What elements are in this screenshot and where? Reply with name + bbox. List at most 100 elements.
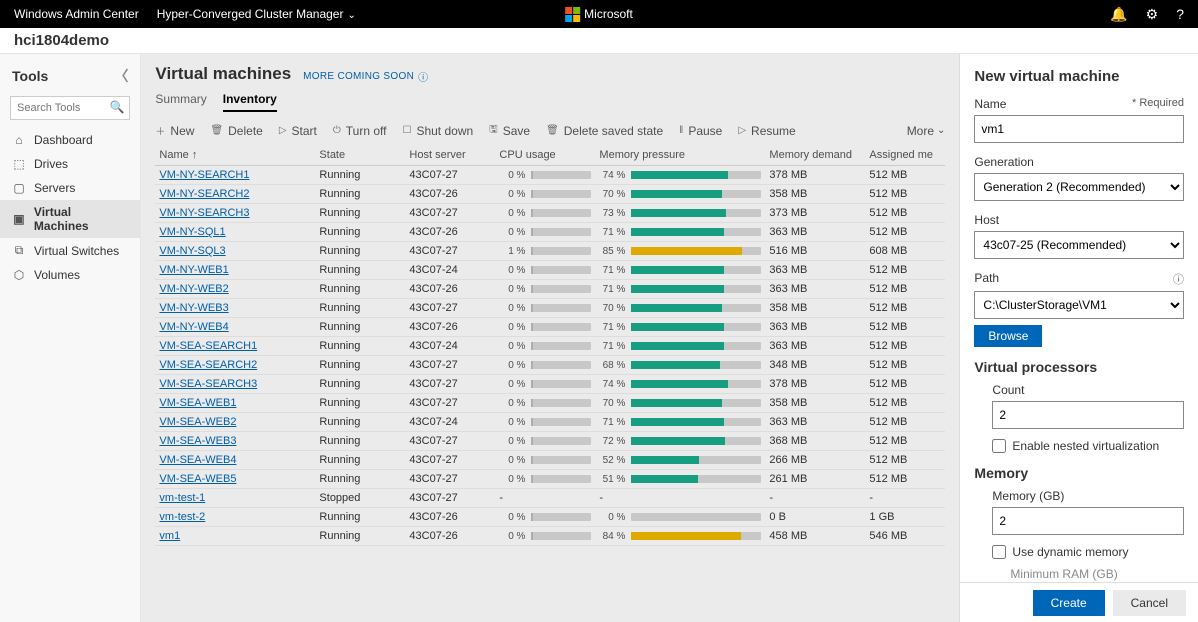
generation-select[interactable]: Generation 2 (Recommended): [974, 173, 1184, 201]
table-row[interactable]: VM-SEA-WEB3Running43C07-270 %72 %368 MB5…: [155, 432, 945, 451]
info-icon[interactable]: ⓘ: [1173, 271, 1184, 287]
vm-link[interactable]: VM-NY-WEB1: [159, 264, 228, 276]
column-header[interactable]: CPU usage: [495, 149, 595, 161]
table-row[interactable]: VM-SEA-SEARCH2Running43C07-270 %68 %348 …: [155, 356, 945, 375]
memory-pressure-cell: 73 %: [595, 208, 765, 219]
cpu-cell: 0 %: [495, 341, 595, 352]
vm-name-input[interactable]: [974, 115, 1184, 143]
table-row[interactable]: VM-SEA-WEB4Running43C07-270 %52 %266 MB5…: [155, 451, 945, 470]
toolbar-delete-saved-state-button[interactable]: 🗑Delete saved state: [546, 124, 663, 138]
sidebar-item-drives[interactable]: ⬚Drives: [0, 152, 140, 176]
table-row[interactable]: VM-NY-WEB2Running43C07-260 %71 %363 MB51…: [155, 280, 945, 299]
table-row[interactable]: vm1Running43C07-260 %84 %458 MB546 MB: [155, 527, 945, 546]
state-cell: Running: [315, 340, 405, 352]
collapse-sidebar-icon[interactable]: 〈: [114, 66, 128, 86]
dynamic-memory-checkbox[interactable]: Use dynamic memory: [992, 545, 1184, 559]
vm-link[interactable]: VM-SEA-WEB3: [159, 435, 236, 447]
vm-link[interactable]: vm1: [159, 530, 180, 542]
table-row[interactable]: VM-SEA-SEARCH1Running43C07-240 %71 %363 …: [155, 337, 945, 356]
table-row[interactable]: VM-SEA-WEB2Running43C07-240 %71 %363 MB5…: [155, 413, 945, 432]
table-row[interactable]: vm-test-2Running43C07-260 %0 %0 B1 GB: [155, 508, 945, 527]
notifications-icon[interactable]: 🔔: [1110, 6, 1127, 23]
column-header[interactable]: Assigned me: [865, 149, 945, 161]
tab-summary[interactable]: Summary: [155, 92, 206, 112]
toolbar-shut-down-button[interactable]: ☐Shut down: [402, 124, 473, 138]
product-title[interactable]: Windows Admin Center: [14, 7, 139, 21]
sidebar-item-servers[interactable]: ▢Servers: [0, 176, 140, 200]
sidebar-item-virtual-machines[interactable]: ▣Virtual Machines: [0, 200, 140, 238]
vm-link[interactable]: VM-NY-SEARCH1: [159, 169, 249, 181]
vp-count-input[interactable]: [992, 401, 1184, 429]
cancel-button[interactable]: Cancel: [1113, 590, 1186, 616]
memory-pressure-cell: 70 %: [595, 189, 765, 200]
vm-link[interactable]: VM-SEA-WEB4: [159, 454, 236, 466]
column-header[interactable]: State: [315, 149, 405, 161]
vm-link[interactable]: VM-NY-SQL3: [159, 245, 225, 257]
vm-link[interactable]: VM-NY-SQL1: [159, 226, 225, 238]
memory-pressure-cell: 71 %: [595, 265, 765, 276]
vm-link[interactable]: VM-NY-WEB3: [159, 302, 228, 314]
toolbar-more-button[interactable]: More⌄: [907, 124, 946, 138]
memory-gb-input[interactable]: [992, 507, 1184, 535]
toolbar-resume-button[interactable]: ▷Resume: [738, 124, 795, 138]
nested-virt-checkbox[interactable]: Enable nested virtualization: [992, 439, 1184, 453]
memory-pressure-cell: 0 %: [595, 512, 765, 523]
settings-icon[interactable]: ⚙: [1146, 6, 1159, 23]
toolbar-delete-button[interactable]: 🗑Delete: [210, 124, 262, 138]
table-row[interactable]: VM-SEA-WEB1Running43C07-270 %70 %358 MB5…: [155, 394, 945, 413]
vm-link[interactable]: VM-NY-WEB2: [159, 283, 228, 295]
path-select[interactable]: C:\ClusterStorage\VM1: [974, 291, 1184, 319]
toolbar-pause-button[interactable]: ‖Pause: [679, 124, 722, 138]
cpu-cell: 0 %: [495, 208, 595, 219]
column-header[interactable]: Memory demand: [765, 149, 865, 161]
nav-label: Servers: [34, 181, 75, 195]
vm-link[interactable]: VM-NY-SEARCH3: [159, 207, 249, 219]
toolbar-start-button[interactable]: ▷Start: [279, 124, 317, 138]
toolbar-new-button[interactable]: ＋New: [155, 123, 194, 138]
create-button[interactable]: Create: [1033, 590, 1105, 616]
sidebar-item-volumes[interactable]: ⬡Volumes: [0, 263, 140, 287]
column-header[interactable]: Host server: [405, 149, 495, 161]
more-coming-link[interactable]: MORE COMING SOON ⓘ: [303, 69, 428, 84]
assigned-memory-cell: 512 MB: [865, 302, 945, 314]
vm-link[interactable]: VM-NY-SEARCH2: [159, 188, 249, 200]
toolbar-icon: 🗑: [546, 125, 559, 136]
panel-title: New virtual machine: [974, 68, 1184, 85]
toolbar-save-button[interactable]: 🖫Save: [489, 122, 530, 139]
cluster-name: hci1804demo: [14, 32, 109, 49]
browse-button[interactable]: Browse: [974, 325, 1042, 347]
toolbar-turn-off-button[interactable]: ⏻Turn off: [333, 124, 387, 138]
table-row[interactable]: VM-NY-SEARCH3Running43C07-270 %73 %373 M…: [155, 204, 945, 223]
table-row[interactable]: vm-test-1Stopped43C07-27----: [155, 489, 945, 508]
vm-link[interactable]: VM-SEA-WEB1: [159, 397, 236, 409]
host-cell: 43C07-26: [405, 226, 495, 238]
table-row[interactable]: VM-NY-WEB1Running43C07-240 %71 %363 MB51…: [155, 261, 945, 280]
column-header[interactable]: Memory pressure: [595, 149, 765, 161]
table-row[interactable]: VM-NY-SQL1Running43C07-260 %71 %363 MB51…: [155, 223, 945, 242]
vm-link[interactable]: VM-SEA-SEARCH1: [159, 340, 257, 352]
info-icon: ⓘ: [418, 69, 428, 84]
table-row[interactable]: VM-NY-SQL3Running43C07-271 %85 %516 MB60…: [155, 242, 945, 261]
host-select[interactable]: 43c07-25 (Recommended): [974, 231, 1184, 259]
table-row[interactable]: VM-SEA-SEARCH3Running43C07-270 %74 %378 …: [155, 375, 945, 394]
state-cell: Running: [315, 530, 405, 542]
vm-link[interactable]: VM-SEA-SEARCH3: [159, 378, 257, 390]
table-row[interactable]: VM-SEA-WEB5Running43C07-270 %51 %261 MB5…: [155, 470, 945, 489]
table-row[interactable]: VM-NY-SEARCH2Running43C07-260 %70 %358 M…: [155, 185, 945, 204]
tab-inventory[interactable]: Inventory: [223, 92, 277, 112]
table-row[interactable]: VM-NY-SEARCH1Running43C07-270 %74 %378 M…: [155, 166, 945, 185]
vm-link[interactable]: vm-test-1: [159, 492, 205, 504]
vm-link[interactable]: vm-test-2: [159, 511, 205, 523]
module-switcher[interactable]: Hyper-Converged Cluster Manager⌄: [157, 7, 356, 21]
vm-link[interactable]: VM-SEA-WEB2: [159, 416, 236, 428]
vm-link[interactable]: VM-NY-WEB4: [159, 321, 228, 333]
sidebar-item-virtual-switches[interactable]: ⧉Virtual Switches: [0, 238, 140, 263]
table-row[interactable]: VM-NY-WEB4Running43C07-260 %71 %363 MB51…: [155, 318, 945, 337]
column-header[interactable]: Name ↑: [155, 149, 315, 161]
sidebar-item-dashboard[interactable]: ⌂Dashboard: [0, 128, 140, 152]
vm-link[interactable]: VM-SEA-WEB5: [159, 473, 236, 485]
vm-link[interactable]: VM-SEA-SEARCH2: [159, 359, 257, 371]
table-row[interactable]: VM-NY-WEB3Running43C07-270 %70 %358 MB51…: [155, 299, 945, 318]
help-icon[interactable]: ?: [1176, 6, 1184, 23]
search-icon[interactable]: 🔍: [109, 100, 124, 114]
